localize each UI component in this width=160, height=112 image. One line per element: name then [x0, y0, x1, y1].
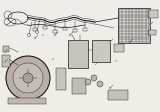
FancyBboxPatch shape	[108, 90, 128, 100]
Circle shape	[109, 87, 111, 89]
Circle shape	[36, 30, 39, 33]
FancyBboxPatch shape	[8, 98, 46, 104]
FancyBboxPatch shape	[148, 30, 156, 35]
Circle shape	[97, 81, 103, 87]
Circle shape	[4, 51, 6, 53]
FancyBboxPatch shape	[33, 28, 37, 31]
FancyBboxPatch shape	[2, 55, 10, 67]
FancyBboxPatch shape	[63, 27, 67, 30]
FancyBboxPatch shape	[72, 78, 86, 94]
FancyBboxPatch shape	[92, 40, 110, 62]
Circle shape	[54, 34, 56, 36]
Circle shape	[28, 33, 31, 37]
Circle shape	[6, 56, 50, 100]
Circle shape	[109, 41, 111, 43]
FancyBboxPatch shape	[83, 28, 87, 31]
FancyBboxPatch shape	[56, 68, 66, 90]
Circle shape	[69, 34, 71, 36]
FancyBboxPatch shape	[3, 46, 9, 52]
FancyBboxPatch shape	[118, 8, 150, 43]
Circle shape	[34, 37, 36, 39]
Circle shape	[129, 41, 131, 43]
Circle shape	[4, 11, 12, 19]
Circle shape	[23, 73, 33, 83]
FancyBboxPatch shape	[148, 10, 158, 18]
Circle shape	[149, 24, 151, 26]
FancyBboxPatch shape	[68, 40, 88, 68]
FancyBboxPatch shape	[114, 44, 124, 52]
Circle shape	[91, 75, 97, 81]
Circle shape	[4, 61, 6, 63]
FancyBboxPatch shape	[73, 29, 77, 32]
FancyBboxPatch shape	[53, 30, 57, 33]
FancyBboxPatch shape	[43, 26, 47, 29]
Circle shape	[85, 79, 91, 85]
Circle shape	[13, 63, 43, 93]
